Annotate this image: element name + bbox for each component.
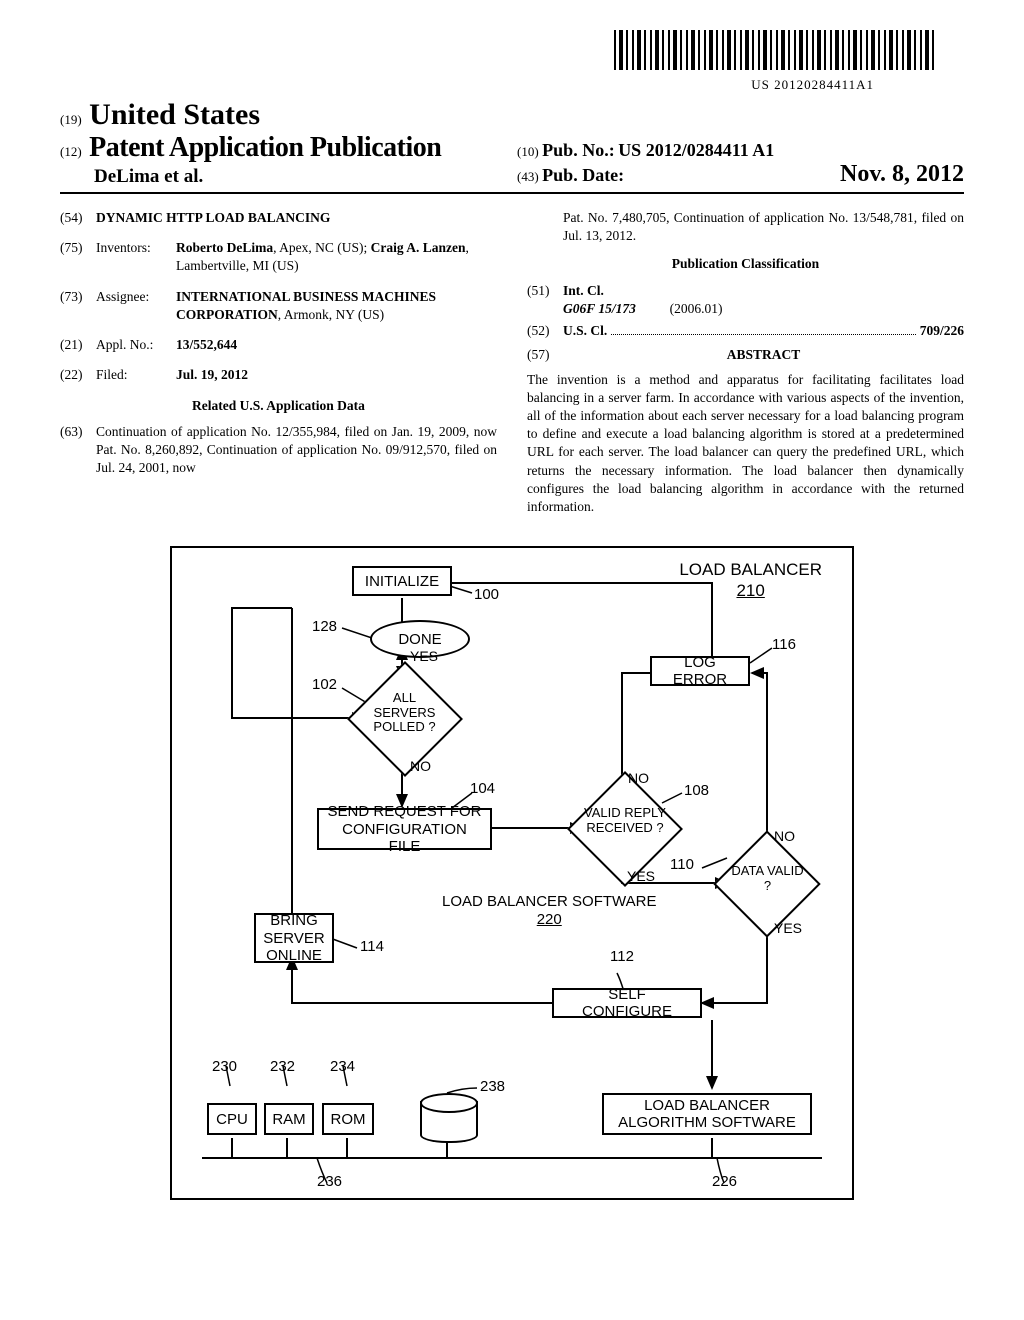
box-selfconfig: SELF CONFIGURE — [552, 988, 702, 1018]
label-yes-110: YES — [627, 868, 655, 884]
abstract-text: The invention is a method and apparatus … — [527, 371, 964, 517]
diamond-allservers — [347, 661, 463, 777]
cpc-code: G06F 15/173 — [563, 301, 636, 316]
inventors-value: Roberto DeLima, Apex, NC (US); Craig A. … — [176, 239, 497, 275]
bibliographic-columns: (54) DYNAMIC HTTP LOAD BALANCING (75) In… — [60, 209, 964, 516]
ref-128: 128 — [312, 618, 337, 635]
label-yes-112: YES — [774, 920, 802, 936]
code-63: (63) — [60, 423, 96, 478]
box-cpu: CPU — [207, 1103, 257, 1135]
ref-238: 238 — [480, 1078, 505, 1095]
intcl-label: Int. Cl. — [563, 282, 964, 300]
right-column: Pat. No. 7,480,705, Continuation of appl… — [527, 209, 964, 516]
barcode-region: US 20120284411A1 — [60, 30, 964, 93]
ref-236: 236 — [317, 1173, 342, 1190]
ref-112: 112 — [610, 948, 634, 965]
related-heading: Related U.S. Application Data — [60, 397, 497, 415]
code-51: (51) — [527, 282, 563, 318]
assignee-label: Assignee: — [96, 288, 176, 324]
ref-234: 234 — [330, 1058, 355, 1075]
label-no-110: NO — [774, 828, 795, 844]
related-text: Continuation of application No. 12/355,9… — [96, 423, 497, 478]
barcode-number: US 20120284411A1 — [60, 77, 874, 93]
label-yes-102: YES — [410, 648, 438, 664]
code-21: (21) — [60, 336, 96, 354]
ref-100: 100 — [474, 586, 499, 603]
code-22: (22) — [60, 366, 96, 384]
figure-container: LOAD BALANCER 210 INITIALIZE 100 DONE 12… — [60, 546, 964, 1200]
inventors-label: Inventors: — [96, 239, 176, 275]
pub-no-label: Pub. No.: — [542, 140, 615, 160]
country-name: United States — [89, 98, 260, 131]
ref-232: 232 — [270, 1058, 295, 1075]
uscl-dots — [611, 333, 915, 335]
diamond-validreply — [567, 771, 683, 887]
authors: DeLima et al. — [94, 166, 507, 188]
code-12: (12) — [60, 144, 82, 159]
ref-116: 116 — [772, 636, 796, 653]
code-43: (43) — [517, 169, 539, 184]
fig-title: LOAD BALANCER 210 — [679, 560, 822, 601]
ref-102: 102 — [312, 676, 337, 693]
assignee-value: INTERNATIONAL BUSINESS MACHINES CORPORAT… — [176, 288, 497, 324]
code-52: (52) — [527, 322, 563, 340]
barcode-graphic — [614, 30, 934, 70]
cpc-year: (2006.01) — [670, 301, 723, 316]
box-initialize: INITIALIZE — [352, 566, 452, 596]
code-54: (54) — [60, 209, 96, 227]
box-rom: ROM — [322, 1103, 374, 1135]
figure-box: LOAD BALANCER 210 INITIALIZE 100 DONE 12… — [170, 546, 854, 1200]
ref-104: 104 — [470, 780, 495, 797]
invention-title: DYNAMIC HTTP LOAD BALANCING — [96, 209, 330, 227]
code-73: (73) — [60, 288, 96, 324]
classification-heading: Publication Classification — [527, 255, 964, 273]
uscl-label: U.S. Cl. — [563, 322, 607, 340]
box-logerror: LOG ERROR — [650, 656, 750, 686]
label-no-104: NO — [410, 758, 431, 774]
code-10: (10) — [517, 144, 539, 159]
ref-114: 114 — [360, 938, 384, 955]
box-ram: RAM — [264, 1103, 314, 1135]
pub-date-value: Nov. 8, 2012 — [840, 161, 964, 188]
pub-date-label: Pub. Date: — [542, 165, 624, 185]
label-no-108: NO — [628, 770, 649, 786]
header-block: (19) United States (12) Patent Applicati… — [60, 98, 964, 194]
ref-108: 108 — [684, 782, 709, 799]
uscl-value: 709/226 — [920, 322, 964, 340]
box-bringserver: BRING SERVER ONLINE — [254, 913, 334, 963]
code-75: (75) — [60, 239, 96, 275]
applno-label: Appl. No.: — [96, 336, 176, 354]
filed-value: Jul. 19, 2012 — [176, 366, 497, 384]
publication-type: Patent Application Publication — [89, 132, 441, 163]
ref-230: 230 — [212, 1058, 237, 1075]
intcl-block: Int. Cl. G06F 15/173 (2006.01) — [563, 282, 964, 318]
ref-110: 110 — [670, 856, 694, 873]
filed-label: Filed: — [96, 366, 176, 384]
code-57: (57) — [527, 346, 563, 364]
code-19: (19) — [60, 112, 82, 127]
lb-software-label: LOAD BALANCER SOFTWARE 220 — [442, 893, 656, 929]
continuation-text: Pat. No. 7,480,705, Continuation of appl… — [527, 209, 964, 245]
diamond-datavalid — [713, 831, 820, 938]
cylinder-storage — [420, 1093, 474, 1143]
abstract-heading: ABSTRACT — [563, 346, 964, 364]
box-sendreq: SEND REQUEST FOR CONFIGURATION FILE — [317, 808, 492, 850]
ref-226: 226 — [712, 1173, 737, 1190]
pub-no-value: US 2012/0284411 A1 — [618, 140, 774, 160]
box-lbalgo: LOAD BALANCER ALGORITHM SOFTWARE — [602, 1093, 812, 1135]
left-column: (54) DYNAMIC HTTP LOAD BALANCING (75) In… — [60, 209, 497, 516]
applno-value: 13/552,644 — [176, 336, 497, 354]
